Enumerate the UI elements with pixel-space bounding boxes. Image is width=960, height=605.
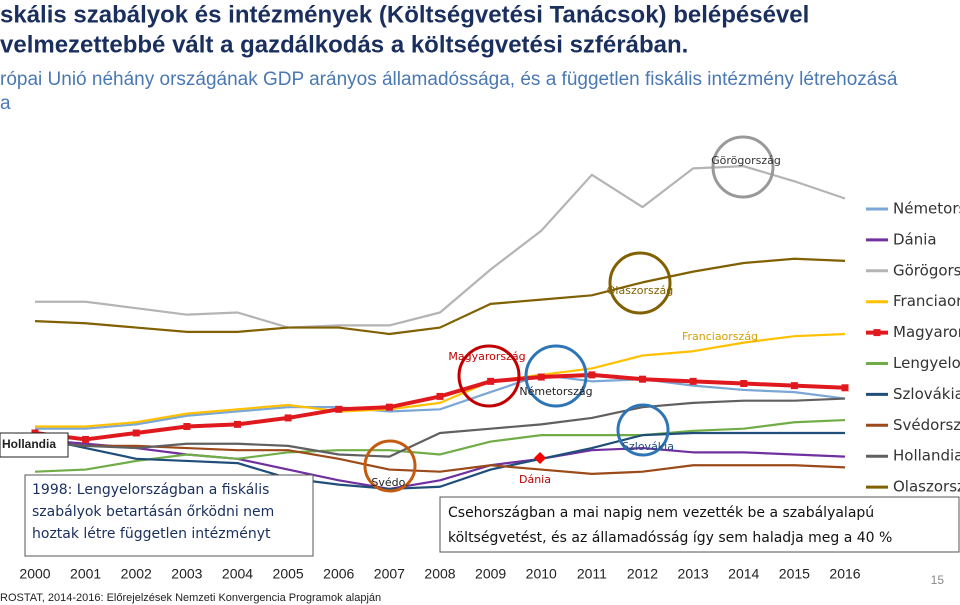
point bbox=[588, 371, 596, 379]
point bbox=[740, 379, 748, 387]
subtitle: a bbox=[0, 93, 11, 114]
x-tick-label: 2007 bbox=[374, 566, 405, 582]
legend-label: Dánia bbox=[893, 230, 937, 248]
x-tick-label: 2006 bbox=[323, 566, 354, 582]
x-tick-label: 2008 bbox=[424, 566, 455, 582]
x-tick-label: 2012 bbox=[627, 566, 658, 582]
x-tick-label: 2001 bbox=[70, 566, 101, 582]
point bbox=[537, 373, 545, 381]
point bbox=[335, 405, 343, 413]
circle bbox=[711, 135, 775, 199]
legend-label: Olaszorsz bbox=[893, 478, 960, 496]
annotation: Görögország bbox=[711, 154, 781, 167]
x-tick-label: 2000 bbox=[19, 566, 50, 582]
point bbox=[82, 435, 90, 443]
page-number: 15 bbox=[931, 573, 945, 587]
annotation: Franciaország bbox=[682, 330, 758, 343]
note-box bbox=[24, 474, 314, 557]
annotation: Dánia bbox=[519, 473, 551, 486]
note: hoztak létre független intézményt bbox=[32, 526, 271, 542]
x-tick-label: 2015 bbox=[779, 566, 810, 582]
point bbox=[487, 377, 495, 385]
note: 1998: Lengyelországban a fiskális bbox=[32, 482, 269, 498]
x-tick-label: 2010 bbox=[526, 566, 557, 582]
x-tick-label: 2011 bbox=[577, 566, 607, 582]
subtitle: rópai Unió néhány országának GDP arányos… bbox=[0, 69, 898, 90]
circle bbox=[524, 344, 588, 408]
legend-label: Szlovákia bbox=[893, 385, 960, 403]
legend-label: Hollandia bbox=[893, 447, 960, 465]
x-tick-label: 2009 bbox=[475, 566, 506, 582]
note: szabályok betartásán őrködni nem bbox=[32, 504, 274, 520]
legend-marker bbox=[873, 329, 881, 337]
x-tick-label: 2014 bbox=[728, 566, 759, 582]
note-box bbox=[439, 496, 960, 553]
title: skális szabályok és intézmények (Költség… bbox=[0, 1, 809, 28]
circle bbox=[608, 251, 672, 315]
circle bbox=[616, 403, 670, 457]
highlights bbox=[363, 135, 775, 493]
note: költségvetést, és az államadósság így se… bbox=[448, 530, 892, 546]
point bbox=[689, 377, 697, 385]
series-line bbox=[35, 332, 846, 428]
annotation: Magyarország bbox=[448, 350, 525, 363]
legend-label: Lengyelor bbox=[893, 354, 960, 372]
point bbox=[639, 375, 646, 383]
series-line bbox=[34, 418, 846, 473]
series-line bbox=[34, 257, 846, 336]
annotation: Szlovákia bbox=[622, 440, 674, 453]
marker bbox=[534, 452, 546, 464]
series-line bbox=[34, 397, 846, 458]
series-line bbox=[34, 431, 845, 491]
x-tick-label: 2003 bbox=[171, 566, 202, 582]
circle bbox=[457, 344, 521, 408]
legend-label: Magyaror bbox=[893, 323, 960, 341]
series-line bbox=[35, 373, 846, 430]
legend-label: Németors bbox=[893, 200, 960, 218]
series-line bbox=[34, 440, 846, 475]
point bbox=[183, 423, 191, 431]
legend-label: Svédorsz bbox=[893, 416, 960, 434]
legend-label: Franciaor bbox=[893, 292, 960, 310]
plot: 2000 2001 2002 2003 2004 2005 2006 2007 2008 2009… bbox=[19, 165, 960, 582]
source: ROSTAT, 2014-2016: Előrejelzések Nemzeti… bbox=[0, 592, 381, 604]
x-tick-label: 2013 bbox=[678, 566, 709, 582]
note: Csehországban a mai napig nem vezették b… bbox=[448, 505, 874, 521]
title: velmezettebbé vált a gazdálkodás a költs… bbox=[0, 31, 688, 58]
series-line bbox=[35, 165, 846, 329]
legend-label: Görögors bbox=[893, 261, 960, 279]
point bbox=[385, 403, 393, 411]
annotation: Hollandia bbox=[2, 437, 56, 451]
x-tick-label: 2004 bbox=[222, 566, 253, 582]
label-box bbox=[0, 432, 69, 458]
point bbox=[841, 384, 849, 392]
circle bbox=[363, 439, 417, 493]
point bbox=[436, 392, 444, 400]
point bbox=[790, 382, 798, 390]
x-tick-label: 2016 bbox=[829, 566, 860, 582]
point bbox=[234, 420, 241, 428]
series-line bbox=[34, 438, 846, 491]
point bbox=[284, 414, 292, 422]
annotation: Svédo. bbox=[371, 476, 408, 489]
x-tick-label: 2005 bbox=[273, 566, 304, 582]
x-tick-label: 2002 bbox=[121, 566, 152, 582]
annotation: Németország bbox=[519, 385, 592, 398]
annotation: Olaszország bbox=[607, 284, 673, 297]
point bbox=[132, 429, 140, 437]
